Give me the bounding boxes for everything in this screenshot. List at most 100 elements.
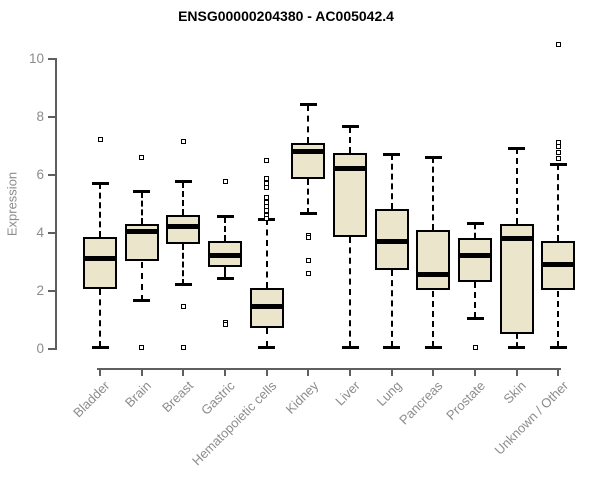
lower-cap-kidney: [299, 212, 317, 216]
x-tick-label-brain: Brain: [122, 378, 155, 411]
lower-cap-liver: [341, 345, 359, 349]
lower-cap-skin: [508, 345, 526, 349]
y-tick-label: 6: [36, 166, 44, 182]
median-bladder: [83, 256, 117, 262]
lower-whisker-brain: [140, 261, 143, 301]
upper-whisker-prostate: [474, 223, 477, 239]
y-axis-tick: [48, 173, 55, 176]
x-axis-tick: [474, 369, 477, 376]
upper-cap-bladder: [91, 181, 109, 185]
lower-whisker-bladder: [99, 289, 101, 348]
upper-whisker-liver: [349, 126, 352, 153]
y-tick-label: 0: [36, 340, 44, 356]
outlier-unknown-other: [555, 156, 561, 162]
upper-whisker-brain: [140, 191, 143, 224]
median-hematopoietic-cells: [249, 303, 284, 309]
y-tick-label: 4: [36, 224, 44, 240]
plot-area: [57, 41, 576, 350]
y-tick-label: 8: [36, 108, 44, 124]
lower-whisker-prostate: [474, 281, 477, 319]
lower-whisker-liver: [349, 236, 352, 348]
lower-cap-hematopoietic-cells: [258, 345, 276, 349]
lower-cap-prostate: [466, 316, 484, 320]
upper-cap-skin: [508, 146, 526, 150]
upper-whisker-kidney: [307, 104, 310, 143]
outlier-kidney: [305, 257, 311, 263]
x-axis-tick: [224, 369, 226, 376]
upper-cap-unknown-other: [549, 162, 567, 166]
x-tick-label-breast: Breast: [158, 378, 196, 416]
outlier-breast: [180, 138, 186, 144]
lower-whisker-kidney: [307, 178, 310, 214]
median-unknown-other: [541, 261, 576, 267]
upper-whisker-gastric: [224, 216, 226, 242]
box-pancreas: [416, 229, 451, 291]
upper-whisker-pancreas: [432, 157, 435, 230]
median-lung: [374, 238, 409, 244]
lower-whisker-breast: [182, 244, 185, 285]
box-breast: [166, 215, 201, 245]
outlier-kidney: [305, 270, 311, 276]
x-axis-tick: [349, 369, 352, 376]
y-axis-tick: [48, 347, 55, 350]
x-axis-tick: [557, 369, 560, 376]
outlier-unknown-other: [555, 144, 561, 150]
x-axis-tick: [515, 369, 518, 376]
upper-cap-kidney: [299, 103, 317, 107]
upper-cap-pancreas: [424, 155, 442, 159]
y-axis-tick: [48, 115, 55, 118]
median-breast: [166, 224, 201, 230]
lower-cap-brain: [133, 299, 151, 303]
y-axis-tick: [48, 57, 55, 60]
upper-whisker-bladder: [99, 183, 101, 237]
lower-whisker-lung: [390, 270, 393, 348]
lower-whisker-gastric: [224, 267, 226, 279]
outlier-breast: [180, 344, 186, 350]
outlier-hematopoietic-cells: [264, 215, 270, 221]
median-skin: [499, 235, 534, 241]
y-axis-tick: [48, 231, 55, 234]
x-tick-label-skin: Skin: [500, 378, 530, 407]
outlier-brain: [139, 344, 145, 350]
y-axis-tick: [48, 289, 55, 292]
box-bladder: [83, 236, 117, 290]
outlier-kidney: [305, 235, 311, 241]
x-axis-tick: [307, 369, 310, 376]
x-axis-tick: [182, 369, 185, 376]
upper-cap-lung: [383, 152, 401, 156]
x-axis-line: [97, 368, 561, 370]
box-kidney: [291, 142, 326, 179]
median-liver: [333, 166, 368, 172]
x-tick-label-gastric: Gastric: [197, 378, 238, 418]
outlier-brain: [139, 154, 145, 160]
upper-whisker-breast: [182, 181, 185, 216]
upper-whisker-hematopoietic-cells: [265, 219, 268, 288]
upper-cap-prostate: [466, 222, 484, 226]
outlier-unknown-other: [555, 150, 561, 156]
lower-cap-unknown-other: [549, 345, 567, 349]
outlier-gastric: [222, 179, 228, 185]
box-prostate: [458, 238, 493, 282]
lower-whisker-skin: [515, 334, 518, 348]
median-prostate: [458, 253, 493, 259]
lower-whisker-pancreas: [432, 290, 435, 348]
outlier-unknown-other: [555, 41, 561, 47]
x-axis-tick: [265, 369, 268, 376]
upper-whisker-lung: [390, 154, 393, 210]
x-tick-label-unknown-other: Unknown / Other: [491, 378, 571, 458]
outlier-prostate: [472, 344, 478, 350]
y-axis-line: [55, 58, 57, 350]
median-kidney: [291, 148, 326, 154]
lower-cap-lung: [383, 345, 401, 349]
lower-cap-pancreas: [424, 345, 442, 349]
lower-cap-breast: [174, 283, 192, 287]
median-brain: [124, 228, 159, 234]
lower-whisker-hematopoietic-cells: [265, 328, 268, 348]
upper-cap-breast: [174, 180, 192, 184]
lower-cap-bladder: [91, 345, 109, 349]
x-axis-tick: [432, 369, 435, 376]
x-tick-label-pancreas: Pancreas: [396, 378, 446, 428]
lower-cap-gastric: [216, 277, 234, 281]
upper-cap-gastric: [216, 215, 234, 219]
